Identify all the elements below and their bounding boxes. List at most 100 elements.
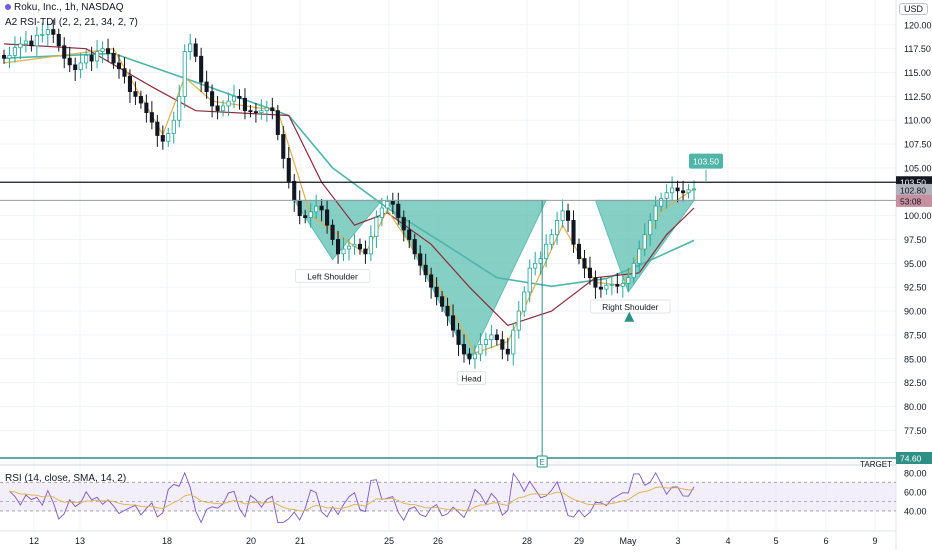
candle	[637, 240, 642, 274]
candle-body	[615, 283, 620, 287]
candle	[275, 104, 280, 141]
candle	[659, 192, 664, 212]
candle-body	[303, 215, 308, 218]
candle-body	[116, 62, 122, 70]
candle	[100, 41, 105, 63]
annotation-box	[294, 269, 371, 284]
candle-body	[122, 68, 127, 77]
candle	[160, 125, 165, 150]
candle	[357, 238, 362, 255]
candle	[248, 104, 253, 118]
candle	[500, 331, 505, 360]
y-tick-label: 92.50	[904, 283, 927, 293]
candle	[188, 33, 193, 61]
candle	[489, 324, 494, 349]
candle-body	[566, 210, 571, 221]
candle-body	[489, 334, 494, 341]
candle-body	[637, 248, 642, 264]
candle-body	[253, 111, 258, 114]
candle-body	[374, 217, 379, 238]
candle	[346, 239, 352, 261]
candle	[609, 275, 614, 296]
candle-body	[100, 48, 105, 52]
candle-body	[560, 210, 565, 221]
y-tick-label: 100.00	[904, 211, 932, 221]
candle-body	[544, 243, 549, 259]
currency-button[interactable]: USD	[898, 3, 928, 15]
candle-body	[67, 57, 72, 66]
candle-body	[555, 220, 560, 236]
candle	[598, 277, 603, 298]
candle	[560, 199, 565, 228]
candle-body	[533, 262, 538, 269]
candle-body	[336, 239, 341, 255]
candle	[691, 180, 697, 200]
candle	[286, 146, 291, 189]
indicator-label: A2 RSI-TDI (2, 2, 21, 34, 2, 7)	[5, 17, 138, 28]
candle-body	[286, 157, 291, 182]
candle	[78, 52, 83, 79]
candle	[308, 203, 313, 228]
rsi-legend[interactable]: RSI (14, close, SMA, 14, 2)	[5, 473, 126, 484]
candle-body	[511, 329, 516, 355]
candle	[374, 210, 379, 249]
candle	[56, 28, 61, 52]
candle-body	[12, 47, 17, 56]
candle	[451, 304, 456, 338]
candle-body	[160, 135, 165, 142]
symbol-dot-icon	[5, 4, 11, 11]
rsi-tick-label: 80.00	[904, 468, 927, 478]
candle-body	[111, 53, 116, 64]
candle-body	[199, 55, 204, 83]
candle	[18, 36, 23, 60]
candle-body	[330, 224, 335, 240]
candle	[456, 322, 461, 356]
y-tick-label: 112.50	[904, 92, 931, 102]
candle	[505, 337, 510, 362]
candle	[51, 19, 56, 43]
last-close-badge-box	[896, 183, 932, 196]
candle	[210, 84, 215, 118]
candle	[511, 322, 516, 366]
candle-body	[308, 211, 313, 218]
candle-body	[604, 284, 609, 290]
candle	[122, 57, 127, 84]
candle-body	[51, 29, 56, 35]
candle-body	[653, 205, 658, 221]
candle	[336, 230, 341, 264]
candle	[144, 94, 149, 123]
candle	[325, 199, 330, 234]
candle	[116, 54, 122, 79]
candle	[670, 176, 675, 200]
indicator-legend[interactable]: A2 RSI-TDI (2, 2, 21, 34, 2, 7)	[5, 17, 138, 28]
candle-body	[571, 220, 576, 245]
candle-body	[352, 243, 357, 247]
candle	[483, 332, 488, 356]
candle	[303, 209, 308, 224]
x-tick-label: 4	[725, 536, 730, 546]
candle	[642, 223, 647, 257]
annotation-label: Left Shoulder	[307, 272, 358, 282]
x-tick-label: 5	[773, 536, 778, 546]
candle	[472, 345, 477, 369]
candle	[587, 256, 592, 285]
candle	[593, 270, 598, 299]
flag-label-text: 103.50	[693, 157, 719, 167]
candle	[418, 245, 423, 276]
candle	[401, 210, 406, 242]
y-tick-label: 87.50	[904, 330, 927, 340]
candle-body	[368, 236, 373, 255]
candle	[29, 35, 34, 52]
x-tick-label: 28	[522, 536, 532, 546]
candle	[127, 69, 132, 104]
x-tick-label: 29	[574, 536, 584, 546]
candle	[615, 272, 620, 294]
candle	[549, 229, 554, 250]
event-marker-text: E	[539, 458, 544, 467]
candle	[45, 22, 50, 46]
candle	[237, 89, 242, 110]
candle	[648, 213, 653, 247]
candle-body	[582, 258, 587, 269]
